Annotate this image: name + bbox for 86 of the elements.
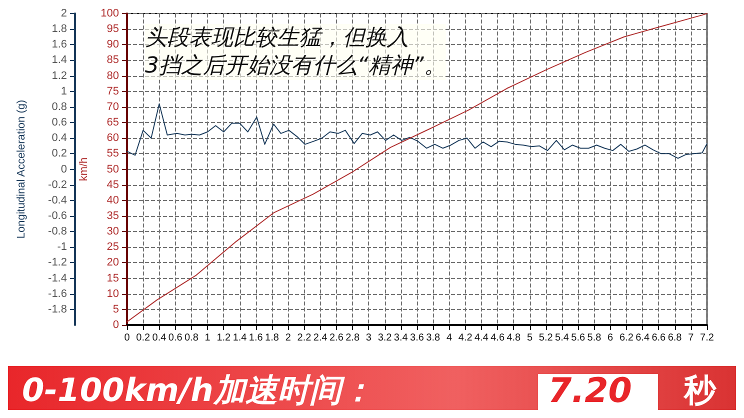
y-tick-label: 0.8: [52, 100, 67, 113]
y-tick-label: -1.6: [48, 288, 67, 300]
x-tick-label: 1.6: [248, 332, 264, 344]
x-tick-label: 6: [608, 332, 614, 344]
y2-tick-label: 65: [106, 116, 119, 129]
x-tick-label: 1: [204, 332, 211, 344]
y2-tick-label: 0: [112, 319, 119, 331]
y2-tick-label: 100: [100, 8, 119, 20]
x-tick-label: 7.2: [700, 332, 714, 344]
y-tick-label: -0.2: [48, 178, 67, 191]
y-tick-label: 0: [60, 163, 67, 176]
y-tick-label: 0.4: [52, 132, 67, 144]
x-tick-label: 2.8: [346, 332, 360, 344]
x-tick-label: 0.6: [168, 332, 183, 344]
y2-tick-label: 5: [112, 303, 119, 316]
y-tick-label: -0.4: [48, 194, 67, 206]
y-tick-label: -1.4: [48, 272, 67, 284]
y-tick-label: 1: [60, 85, 67, 98]
y-tick-label: -0.8: [48, 226, 67, 238]
x-tick-label: 6.8: [668, 332, 682, 344]
x-tick-label: 1.2: [216, 332, 232, 344]
y-axis-title: Longitudinal Acceleration (g): [16, 100, 28, 239]
y2-tick-label: 30: [106, 226, 119, 238]
x-tick-label: 6.6: [652, 332, 666, 344]
y-tick-label: 0.2: [52, 148, 67, 160]
x-tick-label: 1.4: [232, 332, 248, 344]
text: 0-100km/h加速时间：: [22, 371, 374, 409]
x-tick-label: 0.8: [184, 332, 199, 344]
y2-tick-label: 20: [106, 256, 119, 269]
x-tick-label: 0: [124, 332, 130, 344]
y-tick-label: 1.4: [52, 54, 67, 66]
y2-axis-title: km/h: [78, 157, 90, 182]
y-tick-label: 1.8: [52, 23, 67, 36]
x-tick-label: 3: [366, 332, 372, 344]
y-tick-label: -1.2: [48, 256, 67, 269]
x-tick-label: 2.4: [313, 332, 328, 344]
y2-tick-label: 15: [106, 272, 119, 284]
x-tick-label: 4.4: [474, 332, 489, 344]
x-tick-label: 3.2: [378, 332, 392, 344]
x-tick-label: 6.4: [636, 332, 650, 344]
x-tick-label: 5.8: [587, 332, 602, 344]
x-tick-label: 4.2: [458, 332, 473, 344]
text: 秒: [683, 371, 717, 409]
x-tick-label: 3.4: [394, 332, 408, 344]
y2-tick-label: 45: [106, 178, 119, 191]
x-tick-label: 5.6: [571, 332, 586, 344]
x-tick-label: 2.6: [329, 332, 344, 344]
x-tick-label: 0.2: [136, 332, 150, 344]
y2-tick-label: 90: [106, 38, 119, 51]
y2-tick-label: 35: [106, 210, 119, 222]
y2-tick-label: 80: [106, 70, 119, 82]
x-tick-label: 6.2: [619, 332, 634, 344]
y2-tick-label: 60: [106, 132, 119, 144]
text: 7.20: [548, 371, 632, 411]
x-tick-label: 0.4: [152, 332, 167, 344]
x-tick-label: 1.8: [265, 332, 280, 344]
y2-tick-label: 75: [106, 85, 119, 98]
y2-tick-label: 25: [106, 241, 119, 254]
x-tick-label: 5.2: [538, 332, 554, 344]
y-tick-label: -1: [57, 241, 67, 254]
y2-tick-label: 50: [106, 163, 119, 176]
x-tick-label: 3.6: [410, 332, 424, 344]
x-tick-label: 4.8: [506, 332, 522, 344]
x-tick-label: 5: [526, 332, 533, 344]
x-tick-label: 2: [285, 332, 292, 344]
y-tick-label: 0.6: [52, 116, 67, 129]
y2-tick-label: 55: [106, 148, 119, 160]
annotation: 头段表现比较生猛，但换入 3挡之后开始没有什么“精神”。: [145, 26, 446, 78]
y-tick-label: 1.2: [52, 70, 67, 82]
x-tick-label: 5.4: [555, 332, 570, 344]
line-series: [126, 13, 708, 322]
y2-tick-label: 10: [106, 288, 119, 300]
y-tick-label: 1.6: [52, 38, 67, 51]
y-tick-label: -0.6: [48, 210, 67, 222]
x-tick-label: 4: [446, 332, 452, 344]
x-tick-label: 3.8: [426, 332, 440, 344]
y-tick-label: 2: [60, 8, 67, 20]
y2-tick-label: 70: [106, 100, 119, 113]
y-tick-label: -1.8: [48, 303, 67, 316]
line-series: [126, 103, 708, 159]
x-tick-label: 4.6: [490, 332, 505, 344]
x-tick-label: 7: [688, 332, 694, 344]
y2-tick-label: 40: [106, 194, 119, 206]
y2-tick-label: 85: [106, 54, 119, 66]
y2-tick-label: 95: [106, 23, 119, 36]
x-tick-label: 2.2: [297, 332, 312, 344]
